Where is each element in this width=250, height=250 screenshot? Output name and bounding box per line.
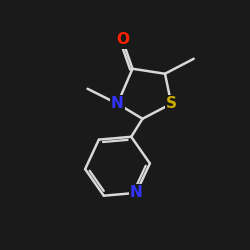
- Text: O: O: [116, 32, 129, 48]
- Text: S: S: [166, 96, 177, 111]
- Text: N: N: [130, 185, 142, 200]
- Text: N: N: [111, 96, 124, 111]
